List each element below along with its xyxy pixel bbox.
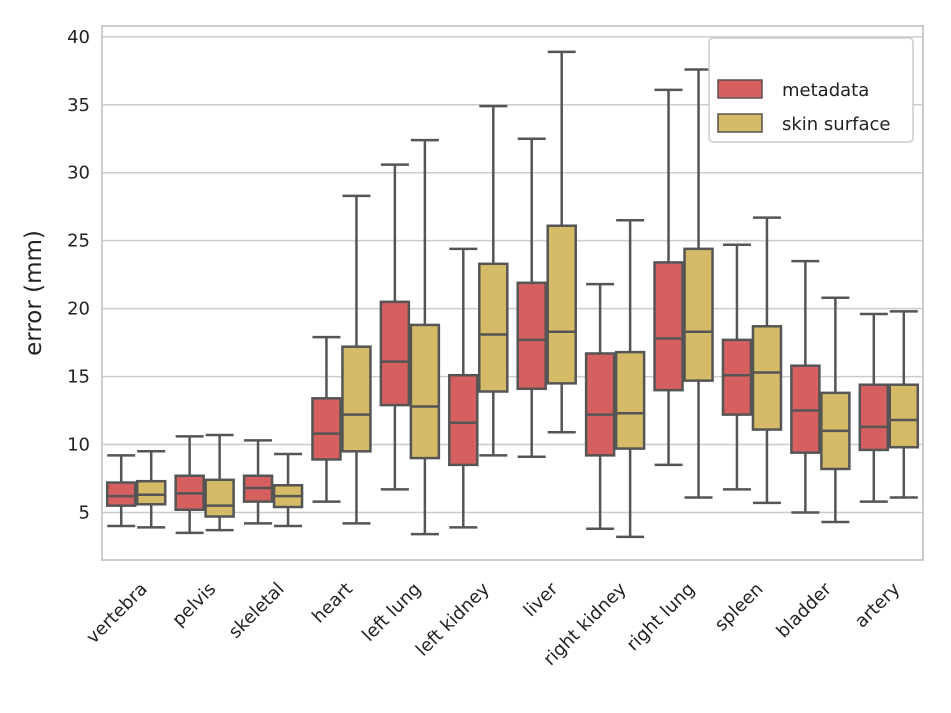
box-vertebra-metadata — [105, 454, 137, 528]
x-tick-label: heart — [308, 579, 357, 628]
box-body — [614, 350, 646, 450]
box-pelvis-skin-surface — [204, 433, 235, 532]
box-body — [478, 262, 509, 393]
box-left-kidney-metadata — [448, 247, 479, 529]
y-tick-label: 30 — [67, 163, 90, 184]
x-tick-label: left kidney — [412, 578, 494, 660]
box-left-lung-skin-surface — [409, 138, 441, 536]
x-tick-label: artery — [851, 578, 905, 632]
y-tick-label: 20 — [67, 299, 90, 320]
y-tick-label: 40 — [67, 27, 90, 48]
legend-label-skin-surface: skin surface — [782, 114, 890, 135]
legend-swatch-skin-surface — [717, 113, 763, 133]
box-body — [546, 224, 577, 385]
box-body — [721, 338, 753, 416]
y-axis-label: error (mm) — [21, 230, 47, 356]
x-tick-label: spleen — [711, 579, 768, 636]
box-body — [135, 479, 167, 506]
box-body — [888, 383, 920, 449]
box-body — [379, 300, 411, 407]
box-bladder-skin-surface — [820, 296, 851, 524]
box-right-lung-metadata — [653, 88, 684, 467]
box-body — [516, 281, 547, 391]
y-tick-label: 15 — [67, 367, 90, 388]
box-body — [653, 261, 684, 392]
grid-layer — [102, 36, 923, 514]
box-right-lung-skin-surface — [683, 68, 714, 499]
plot-frame — [101, 25, 924, 561]
box-body — [311, 397, 342, 461]
box-heart-skin-surface — [341, 194, 372, 525]
box-artery-skin-surface — [888, 310, 920, 499]
box-liver-skin-surface — [546, 50, 577, 434]
legend-swatch-metadata — [717, 79, 763, 99]
box-skeletal-metadata — [242, 439, 274, 525]
box-body — [584, 352, 616, 457]
box-bladder-metadata — [790, 259, 821, 514]
box-body — [409, 323, 441, 460]
x-tick-label: bladder — [772, 578, 836, 642]
box-liver-metadata — [516, 137, 547, 458]
box-heart-metadata — [311, 335, 342, 503]
box-body — [683, 247, 714, 382]
x-tick-label: liver — [520, 578, 563, 621]
box-skeletal-skin-surface — [272, 452, 304, 528]
x-tick-label: right lung — [623, 579, 700, 656]
box-spleen-metadata — [721, 243, 753, 491]
box-vertebra-skin-surface — [135, 450, 167, 529]
box-body — [341, 345, 372, 453]
x-tick-label: pelvis — [168, 579, 220, 631]
box-body — [105, 481, 137, 507]
y-tick-label: 35 — [67, 95, 90, 116]
box-right-kidney-metadata — [584, 282, 616, 530]
legend-label-metadata: metadata — [782, 80, 869, 101]
box-right-kidney-skin-surface — [614, 219, 646, 539]
box-body — [448, 373, 479, 467]
y-tick-label: 5 — [79, 502, 90, 523]
box-pelvis-metadata — [174, 435, 205, 535]
x-axis-ticks: vertebra pelvis skeletal heart left lungleft… — [82, 578, 904, 670]
box-body — [858, 383, 890, 452]
x-tick-label: skeletal — [225, 579, 289, 643]
box-left-lung-metadata — [379, 163, 411, 491]
legend: metadata skin surface — [708, 37, 914, 143]
y-axis-ticks: 5 10 15 20 25 30 35 40 — [67, 27, 90, 524]
x-tick-label: left lung — [358, 579, 425, 646]
y-tick-label: 25 — [67, 231, 90, 252]
box-spleen-skin-surface — [751, 216, 783, 505]
boxes-layer — [105, 50, 920, 539]
x-tick-label: vertebra — [82, 579, 151, 648]
box-body — [751, 325, 783, 431]
box-artery-metadata — [858, 312, 890, 503]
y-tick-label: 10 — [67, 435, 90, 456]
box-body — [790, 364, 821, 454]
box-body — [204, 478, 235, 518]
box-left-kidney-skin-surface — [478, 104, 509, 457]
